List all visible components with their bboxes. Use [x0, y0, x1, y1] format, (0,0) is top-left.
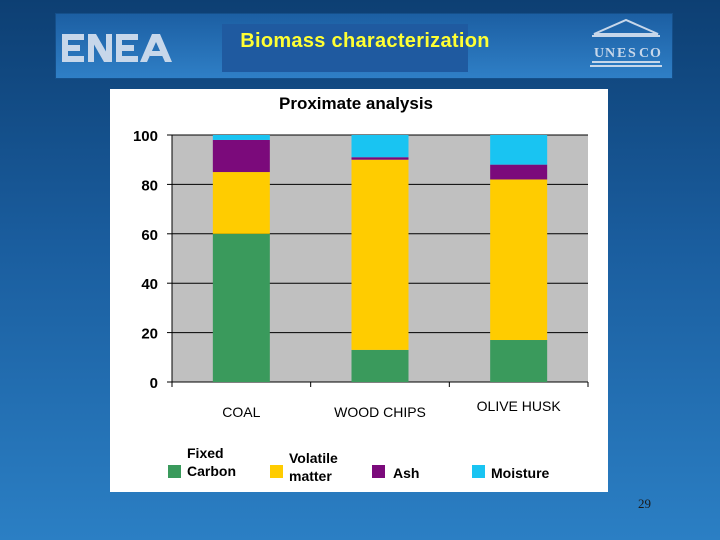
- y-tick-label: 0: [150, 375, 158, 392]
- y-tick-label: 100: [133, 128, 158, 145]
- bar-segment: [212, 139, 270, 173]
- svg-text:S: S: [628, 46, 636, 61]
- bar-segment: [490, 340, 548, 382]
- legend-label: Fixed Carbon: [187, 445, 236, 479]
- legend-swatch: [472, 465, 485, 478]
- chart-title: Proximate analysis: [279, 94, 433, 113]
- y-tick-label: 40: [141, 276, 158, 293]
- bar-segment: [490, 164, 548, 180]
- bar-segment: [212, 233, 270, 382]
- bar-segment: [490, 179, 548, 341]
- x-category-label: OLIVE HUSK: [477, 398, 562, 414]
- bar-segment: [351, 159, 409, 350]
- chart-panel: Proximate analysis 0 20 40 60 80 100 COAL WOOD …: [110, 89, 608, 492]
- x-category-label: COAL: [222, 404, 260, 420]
- bar-segment: [351, 349, 409, 382]
- title-box: [222, 24, 468, 72]
- legend-swatch: [372, 465, 385, 478]
- x-category-label: WOOD CHIPS: [334, 404, 426, 420]
- bar-segment: [490, 135, 548, 165]
- y-tick-label: 80: [141, 177, 158, 194]
- y-tick-label: 60: [141, 227, 158, 244]
- svg-text:O: O: [650, 46, 661, 61]
- svg-text:E: E: [617, 46, 626, 61]
- y-tick-label: 20: [141, 326, 158, 343]
- legend-label: Volatile matter: [289, 450, 338, 484]
- legend-label: Moisture: [491, 465, 550, 481]
- legend-swatch: [168, 465, 181, 478]
- svg-text:U: U: [594, 46, 604, 61]
- slide-title: Biomass characterization: [240, 30, 490, 52]
- stacked-bar-chart: Proximate analysis 0 20 40 60 80 100 COAL WOOD …: [133, 94, 589, 484]
- bar-segment: [212, 135, 270, 140]
- legend-label: Ash: [393, 465, 419, 481]
- legend-swatch: [270, 465, 283, 478]
- svg-text:C: C: [639, 46, 649, 61]
- bar-segment: [351, 135, 409, 158]
- svg-text:N: N: [605, 46, 615, 61]
- unesco-logo: U N E S C O: [590, 18, 662, 67]
- page-number: 29: [638, 496, 651, 511]
- enea-logo: [62, 34, 172, 62]
- bar-segment: [351, 157, 409, 160]
- bar-segment: [212, 172, 270, 234]
